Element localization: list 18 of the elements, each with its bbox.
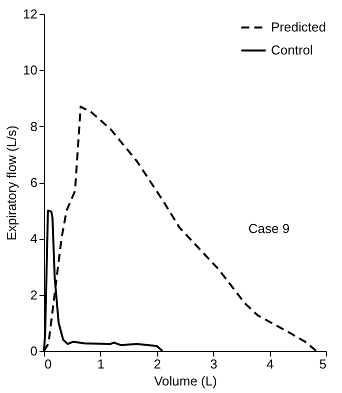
y-tick-label: 4 — [30, 231, 38, 246]
y-axis-title: Expiratory flow (L/s) — [4, 126, 20, 240]
x-tick-label: 1 — [97, 356, 105, 372]
y-tick-label: 10 — [23, 62, 38, 78]
legend-label: Control — [271, 42, 314, 58]
legend-label: Predicted — [271, 20, 326, 34]
x-axis-title: Volume (L) — [154, 374, 217, 388]
annotation: Case 9 — [248, 221, 290, 236]
y-tick-label: 0 — [30, 344, 38, 358]
y-tick-label: 12 — [23, 6, 38, 22]
x-tick-label: 4 — [266, 356, 274, 372]
x-tick-label: 2 — [154, 356, 161, 372]
y-tick-label: 2 — [30, 287, 38, 302]
x-tick-label: 3 — [210, 356, 218, 372]
y-tick-label: 6 — [30, 175, 38, 190]
x-tick-label: 0 — [44, 356, 52, 372]
y-tick-label: 8 — [30, 118, 38, 134]
x-tick-label: 5 — [319, 356, 326, 372]
